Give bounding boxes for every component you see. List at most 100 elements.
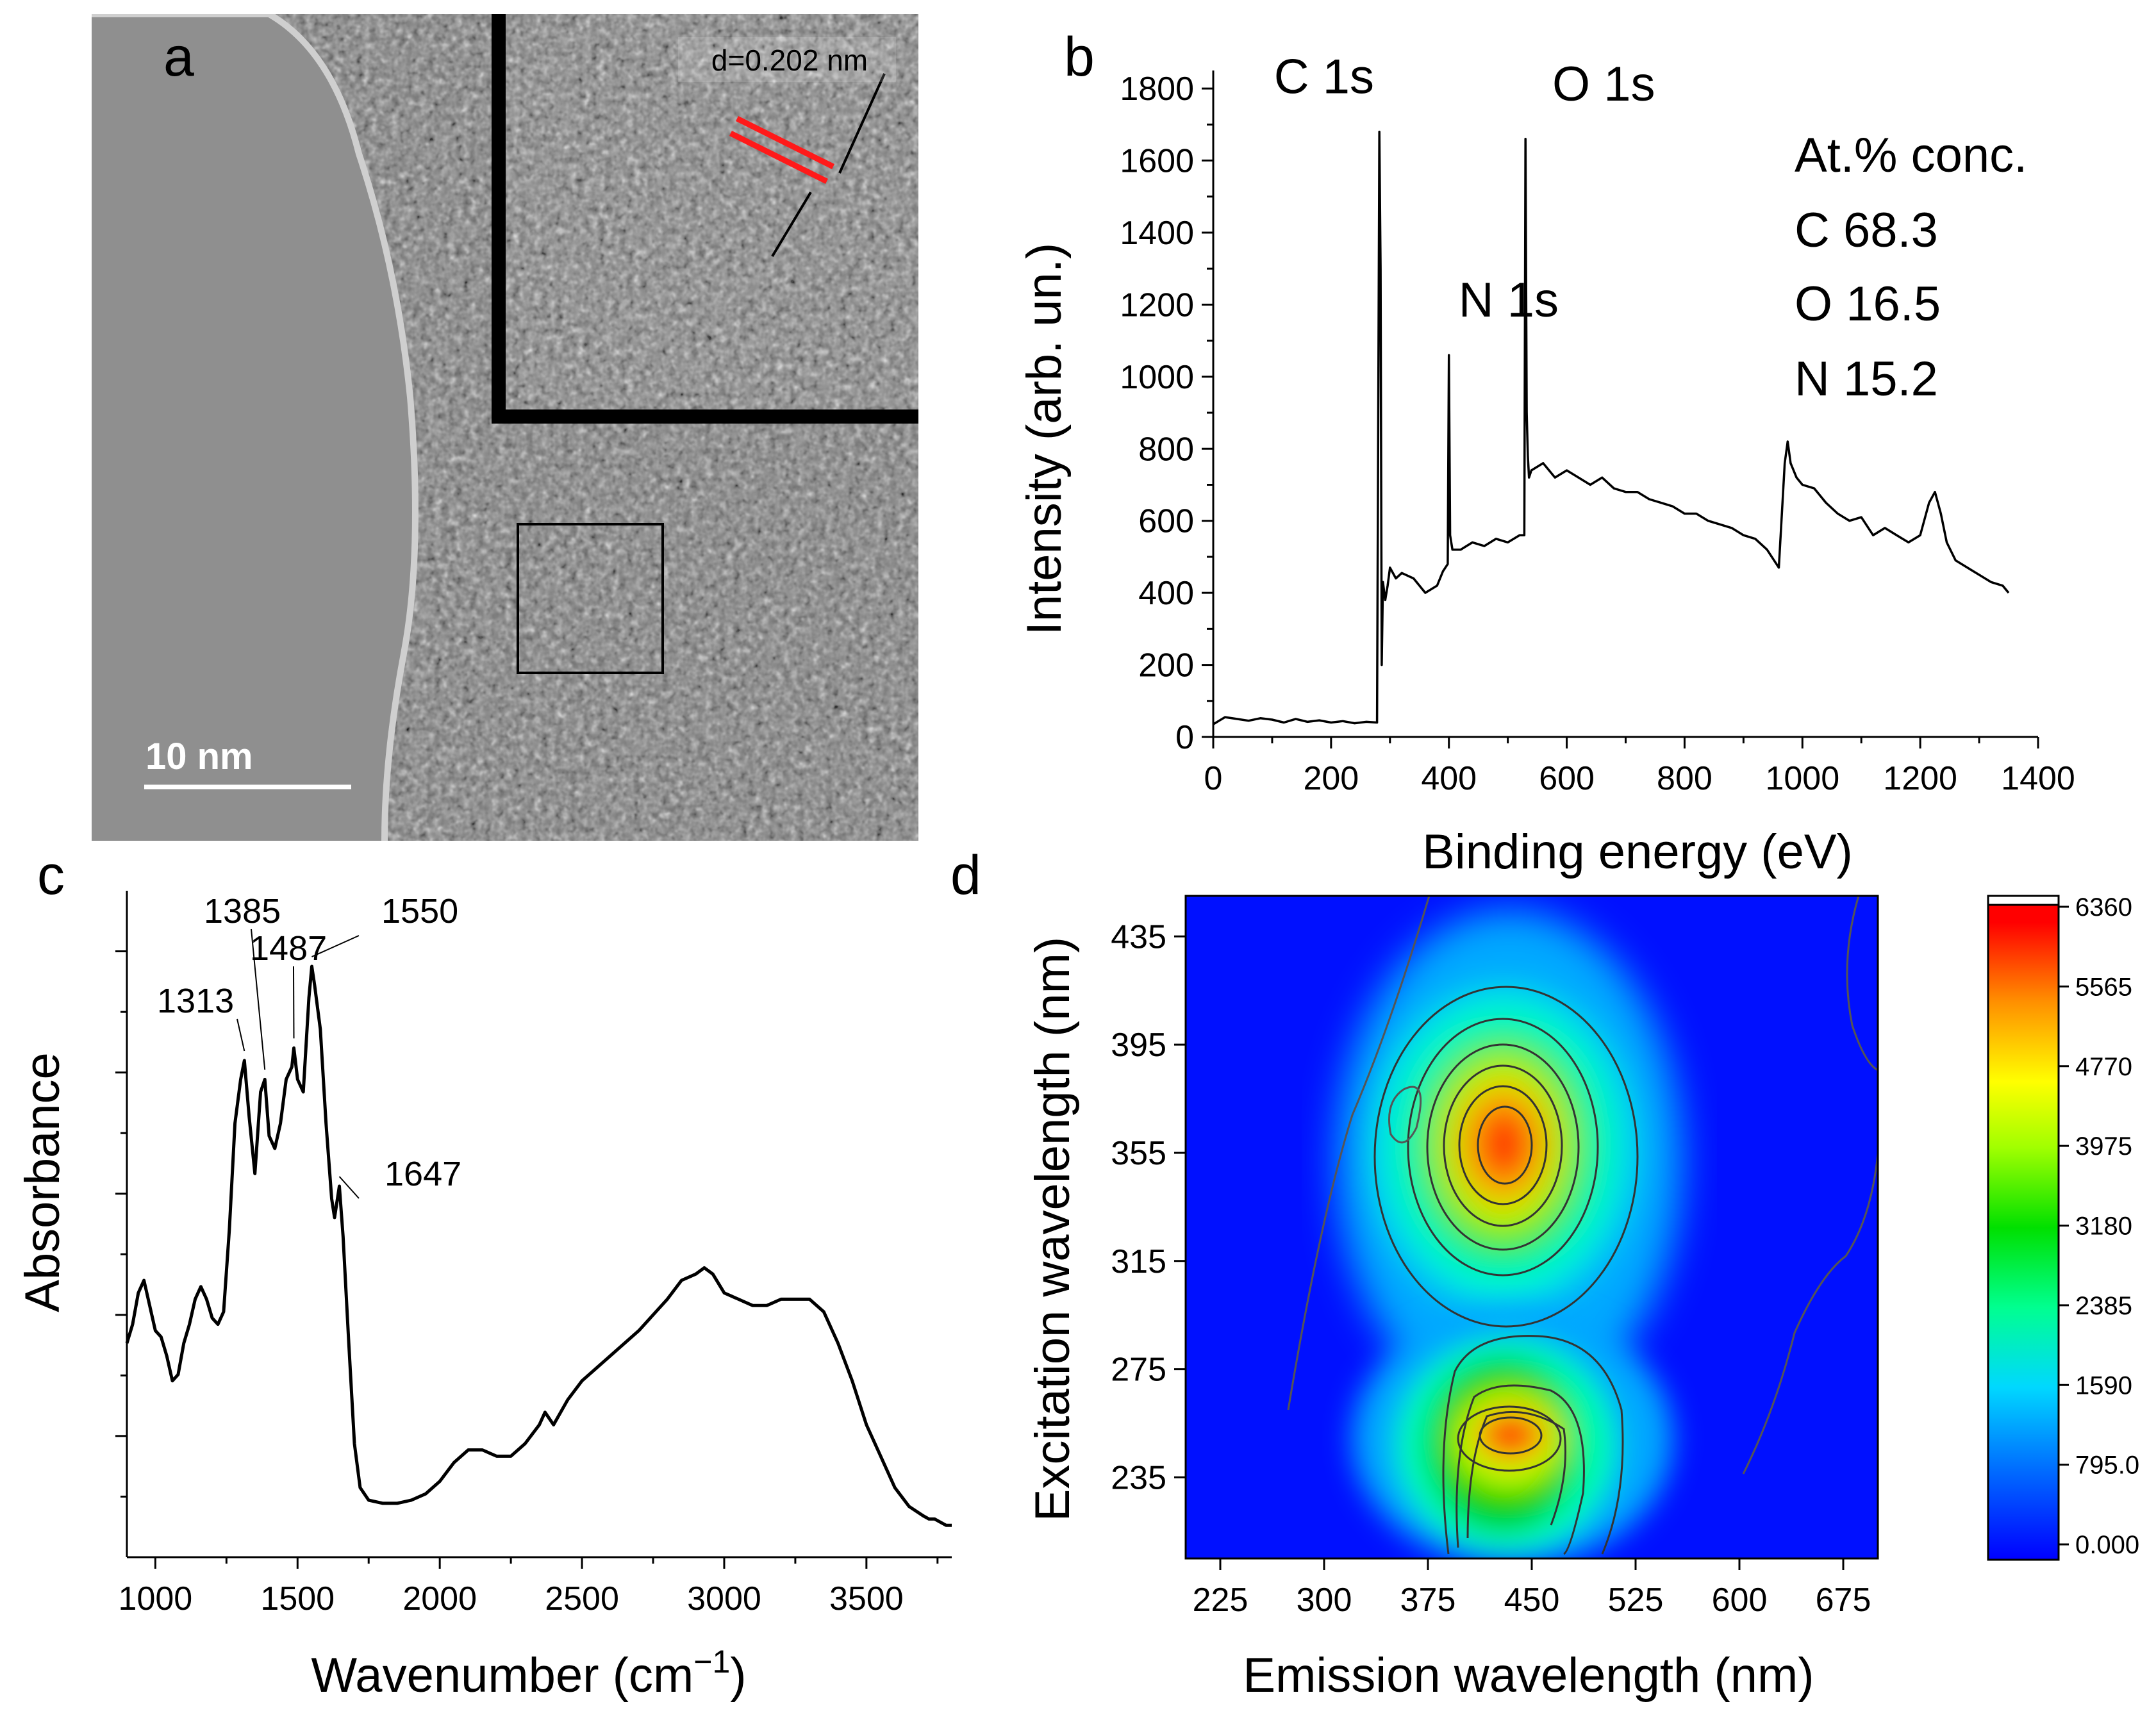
inset-texture bbox=[499, 14, 918, 417]
eem-y-tick-label: 275 bbox=[1111, 1351, 1166, 1389]
ftir-peak-label: 1385 bbox=[204, 892, 281, 930]
colorbar-tick-label: 795.0 bbox=[2075, 1451, 2139, 1480]
ftir-x-tick-label: 3500 bbox=[829, 1580, 904, 1617]
eem-x-tick-label: 225 bbox=[1193, 1582, 1248, 1619]
xps-x-axis-title: Binding energy (eV) bbox=[1422, 825, 1853, 879]
xps-y-tick-label: 1400 bbox=[1120, 215, 1194, 252]
tem-smooth-region bbox=[92, 14, 415, 841]
inset-spacing-label: d=0.202 nm bbox=[711, 44, 868, 77]
eem-contours bbox=[1287, 896, 1878, 1555]
ftir-y-axis-title: Absorbance bbox=[15, 1052, 70, 1312]
eem-y-axis-title: Excitation wavelength (nm) bbox=[1025, 937, 1080, 1521]
composition-row: N 15.2 bbox=[1795, 352, 1938, 406]
colorbar-ticks: 6360 5565 4770 3975 3180 2385 1590 795.0 0.000 bbox=[2059, 893, 2139, 1559]
ftir-peak-label: 1647 bbox=[385, 1155, 461, 1193]
eem-x-tick-label: 450 bbox=[1504, 1582, 1560, 1619]
panel-label-c: c bbox=[37, 845, 65, 906]
spacing-arrow bbox=[838, 73, 886, 174]
xps-peak-label: N 1s bbox=[1459, 273, 1559, 327]
xps-y-tick-label: 0 bbox=[1175, 719, 1194, 756]
inset-label-bg bbox=[678, 37, 896, 82]
selected-region-box bbox=[517, 523, 664, 674]
xps-x-tick-label: 800 bbox=[1657, 760, 1712, 797]
composition-row: C 68.3 bbox=[1795, 203, 1938, 258]
eem-x-tick-label: 300 bbox=[1297, 1582, 1352, 1619]
ftir-peak-leader bbox=[311, 935, 360, 957]
xps-y-tick-label: 1800 bbox=[1120, 70, 1194, 108]
xps-x-tick-label: 0 bbox=[1204, 760, 1223, 797]
eem-map bbox=[1186, 896, 1878, 1558]
xps-y-tick-label: 200 bbox=[1138, 647, 1194, 684]
panel-label-b: b bbox=[1064, 26, 1095, 88]
ftir-x-tick-label: 2000 bbox=[402, 1580, 477, 1617]
eem-x-tick-label: 375 bbox=[1400, 1582, 1456, 1619]
panel-a-tem-image: d=0.202 nm 10 nm a bbox=[92, 14, 918, 841]
ftir-peak-label: 1487 bbox=[250, 929, 327, 968]
xps-y-tick-label: 1000 bbox=[1120, 359, 1194, 396]
ftir-x-axis-title-main: Wavenumber (cm bbox=[311, 1648, 693, 1703]
ftir-x-tick-label: 1000 bbox=[119, 1580, 193, 1617]
eem-y-tick-label: 315 bbox=[1111, 1243, 1166, 1280]
eem-x-tick-label: 525 bbox=[1608, 1582, 1664, 1619]
composition-title: At.% conc. bbox=[1795, 128, 2027, 183]
composition-row: O 16.5 bbox=[1795, 277, 1941, 331]
colorbar-tick-label: 3180 bbox=[2075, 1212, 2132, 1241]
colorbar-tick-label: 1590 bbox=[2075, 1371, 2132, 1400]
xps-x-tick-label: 1200 bbox=[1883, 760, 1957, 797]
xps-spectrum-line bbox=[1213, 130, 2010, 725]
eem-peak-upper bbox=[1336, 910, 1682, 1410]
ftir-x-tick-label: 1500 bbox=[260, 1580, 335, 1617]
panel-b-xps-chart: b 0 200 400 600 800 1000 1200 1400 0 200 400 600 800… bbox=[1017, 26, 2075, 879]
colorbar-tick-label: 3975 bbox=[2075, 1132, 2132, 1161]
colorbar bbox=[1987, 895, 2060, 1561]
eem-peak-lower bbox=[1352, 1310, 1673, 1558]
ftir-x-axis-title-close: ) bbox=[730, 1648, 746, 1703]
xps-y-tick-label: 600 bbox=[1138, 503, 1194, 540]
eem-axes: 225 300 375 450 525 600 675 235 275 315 355 395 435 bbox=[1111, 895, 1879, 1619]
ftir-peak-label: 1313 bbox=[157, 982, 234, 1020]
lattice-line bbox=[729, 130, 829, 185]
scale-bar-label: 10 nm bbox=[145, 736, 253, 777]
colorbar-tick-label: 0.000 bbox=[2075, 1531, 2139, 1559]
xps-plot-area: 0 200 400 600 800 1000 1200 1400 0 200 400 600 800 10… bbox=[1120, 50, 2075, 797]
ftir-peak-leader bbox=[236, 1018, 245, 1052]
eem-x-axis-title: Emission wavelength (nm) bbox=[1243, 1648, 1814, 1703]
eem-y-tick-label: 355 bbox=[1111, 1135, 1166, 1172]
xps-y-tick-label: 1600 bbox=[1120, 143, 1194, 180]
ftir-spectrum-line bbox=[125, 964, 952, 1527]
ftir-peak-leader bbox=[338, 1176, 360, 1199]
panel-d-eem-heatmap: d bbox=[950, 845, 2139, 1703]
xps-peak-label: C 1s bbox=[1274, 50, 1374, 104]
eem-x-tick-label: 600 bbox=[1712, 1582, 1768, 1619]
lattice-line bbox=[735, 115, 835, 170]
xps-y-tick-label: 400 bbox=[1138, 575, 1194, 612]
panel-label-a: a bbox=[163, 26, 194, 88]
xps-x-tick-label: 1000 bbox=[1765, 760, 1839, 797]
eem-y-tick-label: 435 bbox=[1111, 918, 1166, 955]
xps-x-tick-label: 1400 bbox=[2001, 760, 2075, 797]
colorbar-tick-label: 2385 bbox=[2075, 1292, 2132, 1320]
eem-x-tick-label: 675 bbox=[1816, 1582, 1871, 1619]
xps-x-tick-label: 400 bbox=[1421, 760, 1477, 797]
ftir-peak-label: 1550 bbox=[381, 892, 458, 930]
xps-y-tick-label: 800 bbox=[1138, 431, 1194, 468]
eem-y-tick-label: 235 bbox=[1111, 1459, 1166, 1496]
tem-edge-highlight bbox=[92, 14, 419, 841]
ftir-peak-leader bbox=[251, 929, 266, 1070]
inset-border bbox=[492, 14, 918, 424]
colorbar-top-cap bbox=[1987, 895, 2060, 906]
colorbar-tick-label: 4770 bbox=[2075, 1053, 2132, 1081]
ftir-x-tick-label: 3000 bbox=[687, 1580, 761, 1617]
xps-x-tick-label: 600 bbox=[1539, 760, 1595, 797]
ftir-x-axis-title-sup: −1 bbox=[693, 1644, 730, 1680]
spacing-arrow bbox=[771, 191, 812, 258]
eem-y-tick-label: 395 bbox=[1111, 1027, 1166, 1064]
xps-x-tick-label: 200 bbox=[1303, 760, 1359, 797]
ftir-x-axis-title: Wavenumber (cm−1) bbox=[311, 1644, 746, 1703]
colorbar-tick-label: 5565 bbox=[2075, 973, 2132, 1001]
xps-y-tick-label: 1200 bbox=[1120, 286, 1194, 324]
xps-peak-label: O 1s bbox=[1552, 57, 1655, 112]
